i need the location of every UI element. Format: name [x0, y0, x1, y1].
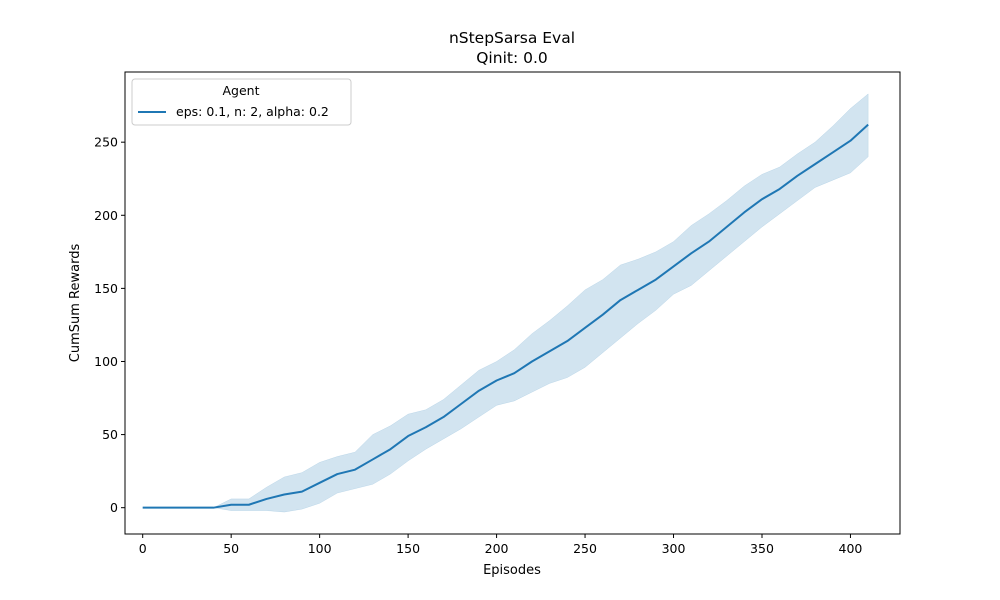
- chart-title: nStepSarsa Eval: [449, 29, 575, 47]
- y-tick-label: 250: [94, 135, 118, 150]
- y-tick-label: 200: [94, 208, 118, 223]
- legend: Agent eps: 0.1, n: 2, alpha: 0.2: [131, 78, 352, 126]
- plot-frame: [124, 71, 901, 535]
- y-tick-label: 50: [102, 427, 118, 442]
- y-tick-label: 100: [94, 354, 118, 369]
- x-tick-label: 100: [308, 541, 332, 556]
- x-tick-label: 300: [662, 541, 686, 556]
- x-tick-label: 0: [139, 541, 147, 556]
- series-0-line: [142, 123, 869, 509]
- legend-title: Agent: [223, 83, 260, 98]
- x-tick-label: 250: [573, 541, 597, 556]
- x-tick-label: 350: [750, 541, 774, 556]
- x-tick-label: 200: [485, 541, 509, 556]
- series-lines: [142, 123, 869, 509]
- x-tick-label: 150: [396, 541, 420, 556]
- y-axis-ticks: 0 50 100 150 200 250: [94, 135, 125, 515]
- plot-area: [124, 71, 901, 535]
- legend-box: [131, 78, 352, 126]
- x-axis-ticks: 0 50 100 150 200 250 300 350 400: [139, 534, 863, 556]
- legend-series-label: eps: 0.1, n: 2, alpha: 0.2: [176, 104, 329, 119]
- x-tick-label: 50: [223, 541, 239, 556]
- x-axis-label: Episodes: [483, 563, 541, 578]
- chart-subtitle: Qinit: 0.0: [476, 49, 548, 67]
- x-tick-label: 400: [839, 541, 863, 556]
- y-tick-label: 150: [94, 281, 118, 296]
- y-axis-label: CumSum Rewards: [68, 244, 83, 363]
- y-tick-label: 0: [110, 500, 118, 515]
